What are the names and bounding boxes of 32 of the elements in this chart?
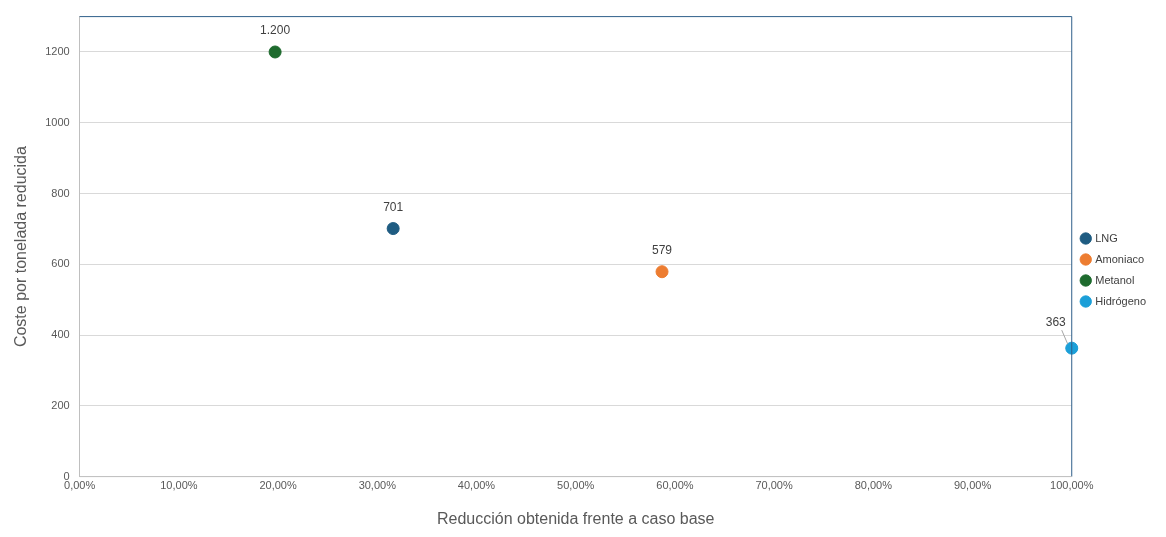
y-tick-label: 400 [51,328,70,341]
x-tick-label: 0,00% [64,479,96,492]
legend-label: Hidrógeno [1095,294,1147,307]
x-tick-label: 70,00% [755,479,793,492]
x-tick-label: 80,00% [854,479,893,492]
x-tick-label: 10,00% [160,479,198,492]
y-axis-title: Coste por tonelada reducida [12,145,30,348]
x-tick-label: 100,00% [1050,479,1094,492]
point [268,45,282,59]
point [655,265,669,279]
x-tick-label: 90,00% [953,479,992,492]
y-tick-label: 600 [51,257,70,270]
y-tick-label: 0 [63,469,70,482]
legend-label: Amoniaco [1095,252,1145,265]
x-tick-label: 50,00% [557,479,595,492]
legend-label: Metanol [1095,273,1135,286]
x-tick-label: 20,00% [259,479,297,492]
legend-label: LNG [1095,231,1118,244]
point [1065,341,1079,355]
data-label: 701 [383,199,404,214]
x-axis-title: Reducción obtenida frente a caso base [436,509,715,527]
y-tick-label: 800 [51,186,70,199]
y-tick-label: 1000 [45,115,70,128]
data-label: 579 [652,242,673,257]
x-tick-label: 40,00% [457,479,496,492]
y-tick-label: 1200 [45,45,70,58]
data-label: 1.200 [260,22,291,37]
point [386,222,400,236]
data-label: 363 [1045,315,1067,330]
x-tick-label: 30,00% [358,479,397,492]
y-tick-label: 200 [51,398,70,411]
x-tick-label: 60,00% [656,479,694,492]
